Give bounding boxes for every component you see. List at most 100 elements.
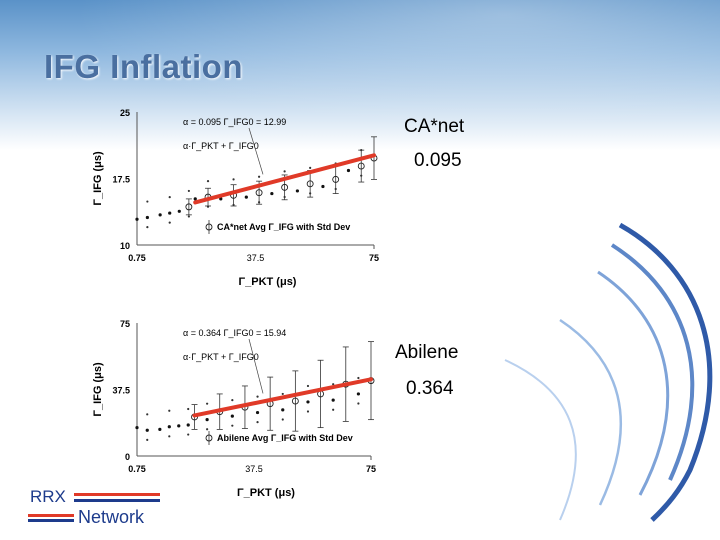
abilene-guide-dot (146, 438, 149, 441)
abilene-guide-dot (306, 410, 310, 413)
brand-line-top (74, 493, 160, 496)
abilene-legend-marker (205, 434, 213, 442)
canet-data-point (255, 189, 263, 197)
canet-data-point (145, 215, 149, 220)
canet-guide-dot (168, 196, 171, 199)
abilene-y-tick-bottom: 0 (125, 452, 130, 462)
slide-title: IFG Inflation (44, 48, 243, 85)
abilene-guide-dot (281, 418, 284, 421)
brand-rrx: RRX (30, 487, 66, 506)
abilene-y-tick-mid: 37.5 (112, 386, 130, 396)
abilene-label: Abilene (395, 342, 459, 363)
canet-guide-dot (232, 178, 235, 181)
canet-annotation-pointer (248, 127, 264, 175)
abilene-data-point (167, 425, 171, 429)
abilene-guide-dot (256, 395, 259, 398)
canet-y-tick-top: 25 (120, 108, 130, 118)
canet-data-point (193, 197, 197, 201)
canet-guide-dot (309, 166, 312, 169)
abilene-x-tick-mid: 37.5 (245, 464, 263, 474)
canet-data-point (177, 209, 181, 213)
canet-data-point (357, 162, 365, 170)
canet-y-tick-bottom: 10 (120, 241, 130, 251)
abilene-data-point (230, 414, 234, 418)
brand-network: Network (78, 507, 145, 527)
canet-data-point (346, 168, 351, 173)
brand-line-mid (74, 499, 160, 502)
canet-guide-dot (146, 200, 149, 203)
canet-data-point (306, 180, 314, 188)
abilene-data-point (158, 427, 162, 431)
abilene-guide-dot (231, 399, 234, 402)
canet-data-point (281, 183, 289, 191)
canet-guide-dot (168, 221, 171, 224)
canet-label: CA*net (404, 116, 465, 137)
abilene-annotation-pointer (248, 338, 264, 394)
abilene-guide-dot (206, 402, 209, 405)
abilene-y-axis-label: Γ_IFG (μs) (92, 362, 104, 417)
abilene-guide-dot (256, 421, 259, 424)
canet-y-axis-label: Γ_IFG (μs) (92, 151, 104, 206)
canet-data-point (135, 217, 139, 221)
abilene-guide-dot (187, 407, 190, 411)
canet-data-point (321, 184, 325, 189)
canet-guide-dot (232, 203, 235, 207)
canet-guide-dot (257, 175, 261, 178)
canet-guide-dot (360, 149, 363, 152)
abilene-data-point (281, 408, 285, 412)
brand-line-bottom (28, 514, 74, 517)
canet-y-tick-mid: 17.5 (112, 175, 130, 185)
canet-annotation-formula: α·Γ_PKT + Γ_IFG0 (183, 141, 259, 151)
canet-data-point (295, 189, 299, 193)
header-gradient (0, 0, 720, 150)
canet-data-point (158, 213, 162, 217)
abilene-guide-dot (332, 383, 335, 386)
abilene-data-point (205, 418, 209, 422)
abilene-alpha-value: 0.364 (406, 378, 454, 399)
canet-x-tick-mid: 37.5 (247, 253, 265, 263)
abilene-guide-dot (146, 413, 149, 416)
brand-line-bottom-2 (28, 519, 74, 522)
canet-guide-dot (360, 174, 363, 177)
abilene-y-tick-top: 75 (120, 319, 130, 329)
abilene-data-point (145, 428, 149, 432)
abilene-data-point (135, 426, 139, 430)
abilene-data-point (186, 423, 190, 427)
canet-data-point (219, 197, 223, 201)
abilene-guide-dot (168, 435, 171, 438)
canet-x-tick-left: 0.75 (128, 253, 146, 263)
abilene-fit-line (192, 377, 373, 418)
canet-legend-label: CA*net Avg Γ_IFG with Std Dev (217, 222, 350, 232)
canet-data-point (270, 191, 274, 196)
abilene-guide-dot (187, 433, 190, 436)
abilene-data-point (255, 410, 260, 415)
abilene-guide-dot (306, 384, 310, 388)
abilene-x-axis-label: Γ_PKT (μs) (237, 487, 295, 499)
abilene-guide-dot (231, 424, 234, 427)
abilene-data-point (291, 397, 299, 405)
canet-legend-marker (205, 223, 213, 231)
abilene-guide-dot (357, 402, 360, 405)
abilene-x-tick-left: 0.75 (128, 464, 146, 474)
abilene-data-point (356, 392, 360, 396)
abilene-guide-dot (168, 409, 171, 412)
canet-annotation-params: α = 0.095 Γ_IFG0 = 12.99 (183, 117, 286, 127)
canet-data-point (332, 175, 340, 183)
abilene-data-point (177, 424, 181, 428)
canet-guide-dot (187, 189, 190, 193)
abilene-annotation-formula: α·Γ_PKT + Γ_IFG0 (183, 352, 259, 362)
canet-x-axis-label: Γ_PKT (μs) (239, 276, 297, 288)
abilene-data-point (306, 400, 310, 404)
canet-data-point (185, 203, 193, 211)
canet-guide-dot (309, 192, 312, 195)
abilene-guide-dot (357, 376, 360, 380)
canet-guide-dot (146, 225, 149, 229)
abilene-guide-dot (281, 392, 284, 396)
canet-fit-line (193, 153, 376, 205)
canet-x-tick-right: 75 (369, 253, 379, 263)
abilene-legend-label: Abilene Avg Γ_IFG with Std Dev (217, 433, 353, 443)
canet-guide-dot (283, 170, 286, 173)
canet-guide-dot (283, 195, 286, 199)
